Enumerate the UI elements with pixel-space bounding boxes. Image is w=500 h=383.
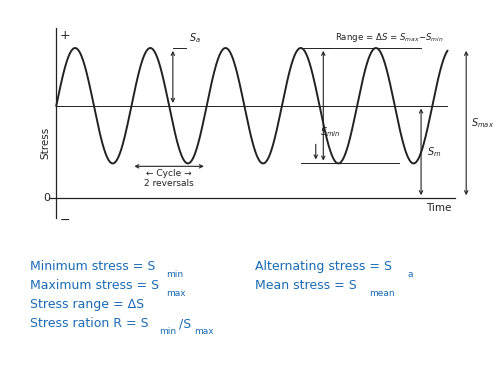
Text: Alternating stress = S: Alternating stress = S xyxy=(255,260,392,273)
Text: ← Cycle →: ← Cycle → xyxy=(146,169,192,178)
Text: max: max xyxy=(166,289,186,298)
Text: $S_{max}$: $S_{max}$ xyxy=(472,116,494,130)
Text: Time: Time xyxy=(426,203,451,213)
Text: $S_{min}$: $S_{min}$ xyxy=(320,125,340,139)
Text: min: min xyxy=(159,327,176,336)
Text: max: max xyxy=(194,327,214,336)
Text: min: min xyxy=(166,270,183,278)
Text: /S: /S xyxy=(175,318,191,331)
Text: Range = $\Delta S$ = $S_{max}$$-$$S_{min}$: Range = $\Delta S$ = $S_{max}$$-$$S_{min… xyxy=(334,31,444,44)
Text: $S_a$: $S_a$ xyxy=(190,31,202,45)
Text: Mean stress = S: Mean stress = S xyxy=(255,279,357,292)
Text: Minimum stress = S: Minimum stress = S xyxy=(30,260,156,273)
Text: 2 reversals: 2 reversals xyxy=(144,179,194,188)
Text: Stress range = ΔS: Stress range = ΔS xyxy=(30,298,144,311)
Text: Stress: Stress xyxy=(41,126,51,159)
Text: Maximum stress = S: Maximum stress = S xyxy=(30,279,159,292)
Text: 0: 0 xyxy=(44,193,51,203)
Text: a: a xyxy=(408,270,413,278)
Text: $S_m$: $S_m$ xyxy=(427,145,442,159)
Text: Stress ration R = S: Stress ration R = S xyxy=(30,318,148,331)
Text: −: − xyxy=(60,213,70,226)
Text: +: + xyxy=(60,29,70,42)
Text: mean: mean xyxy=(369,289,394,298)
